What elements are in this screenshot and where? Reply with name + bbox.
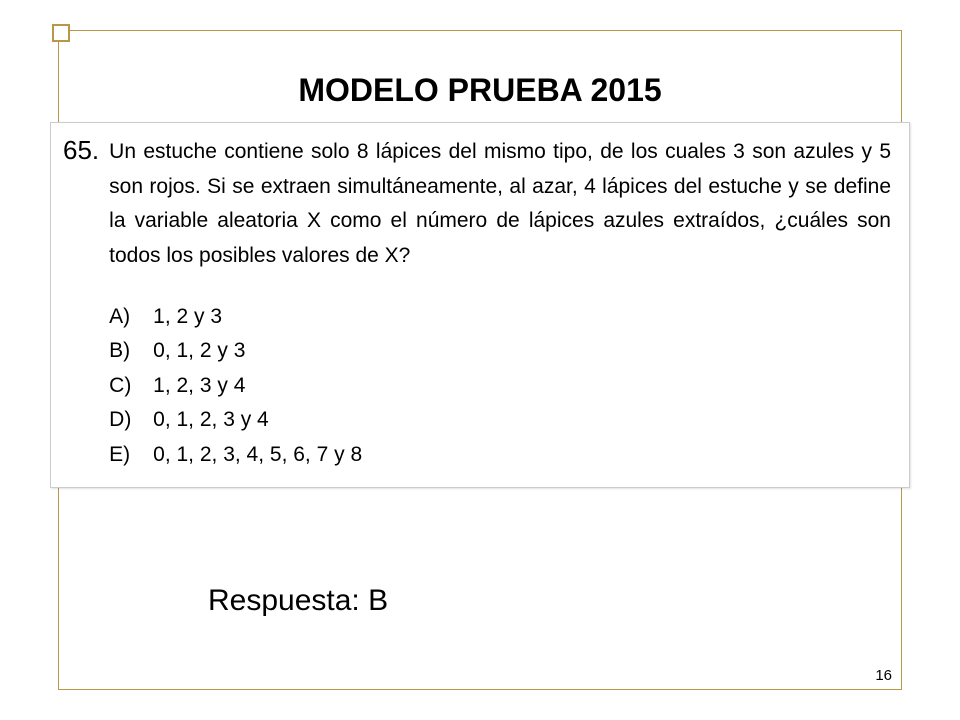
- page-number: 16: [875, 667, 892, 684]
- option-letter: E): [109, 438, 153, 473]
- option-letter: D): [109, 403, 153, 438]
- question-row: 65. Un estuche contiene solo 8 lápices d…: [63, 135, 891, 473]
- answer-label: Respuesta: B: [208, 584, 388, 618]
- option-text: 0, 1, 2, 3 y 4: [153, 403, 269, 438]
- corner-decoration: [52, 24, 70, 42]
- question-content: Un estuche contiene solo 8 lápices del m…: [109, 135, 891, 473]
- option-c: C) 1, 2, 3 y 4: [109, 369, 891, 404]
- option-e: E) 0, 1, 2, 3, 4, 5, 6, 7 y 8: [109, 438, 891, 473]
- option-letter: C): [109, 369, 153, 404]
- option-letter: B): [109, 334, 153, 369]
- option-d: D) 0, 1, 2, 3 y 4: [109, 403, 891, 438]
- options-list: A) 1, 2 y 3 B) 0, 1, 2 y 3 C) 1, 2, 3 y …: [109, 300, 891, 473]
- option-b: B) 0, 1, 2 y 3: [109, 334, 891, 369]
- option-text: 1, 2 y 3: [153, 300, 222, 335]
- option-a: A) 1, 2 y 3: [109, 300, 891, 335]
- option-text: 1, 2, 3 y 4: [153, 369, 245, 404]
- slide-title: MODELO PRUEBA 2015: [0, 72, 960, 109]
- question-text: Un estuche contiene solo 8 lápices del m…: [109, 135, 891, 274]
- question-box: 65. Un estuche contiene solo 8 lápices d…: [50, 122, 910, 488]
- question-number: 65.: [63, 135, 99, 166]
- option-letter: A): [109, 300, 153, 335]
- option-text: 0, 1, 2 y 3: [153, 334, 245, 369]
- option-text: 0, 1, 2, 3, 4, 5, 6, 7 y 8: [153, 438, 362, 473]
